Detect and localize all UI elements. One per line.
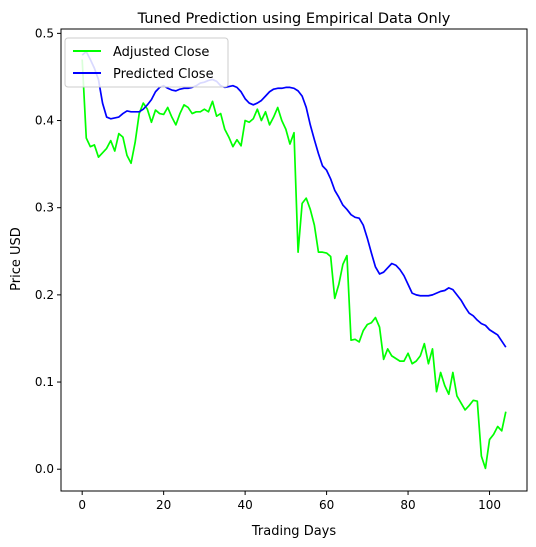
chart-title: Tuned Prediction using Empirical Data On… [137, 11, 451, 27]
x-tick-label: 60 [319, 498, 334, 512]
y-tick-label: 0.0 [35, 462, 54, 476]
series-line-adjusted-close [81, 59, 507, 470]
y-tick-label: 0.3 [35, 201, 54, 215]
x-tick-label: 40 [237, 498, 252, 512]
x-axis-label: Trading Days [251, 524, 336, 539]
legend-frame [64, 37, 229, 88]
x-tick-label: 80 [400, 498, 415, 512]
y-tick-label: 0.4 [35, 114, 54, 128]
axes-frame [60, 28, 528, 492]
x-tick-label: 20 [156, 498, 171, 512]
series-line-predicted-close [81, 50, 507, 348]
legend: Adjusted Close Predicted Close [64, 37, 229, 88]
y-axis-label: Price USD [9, 227, 24, 291]
y-tick-label: 0.1 [35, 375, 54, 389]
y-tick-label: 0.5 [35, 26, 54, 40]
legend-label-adjusted-close: Adjusted Close [113, 45, 209, 60]
legend-label-predicted-close: Predicted Close [113, 67, 214, 82]
axes: 0 20 40 60 80 100 0.0 0.1 0.2 0.3 0.4 0.5 [35, 26, 528, 512]
y-tick-label: 0.2 [35, 288, 54, 302]
x-tick-label: 0 [78, 498, 86, 512]
x-tick-label: 100 [478, 498, 501, 512]
plot-area [81, 50, 507, 470]
